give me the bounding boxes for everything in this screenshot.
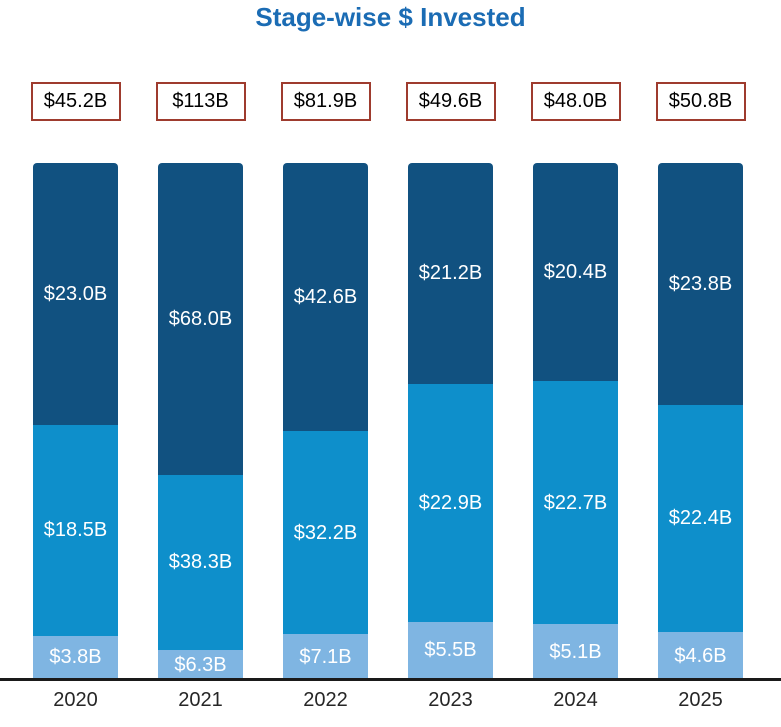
bottom-segment-value-label: $4.6B [674,644,727,667]
bottom-segment-2022: $7.1B [283,634,368,679]
total-value-box-2024: $48.0B [530,82,621,121]
total-value-box-2023: $49.6B [405,82,496,121]
total-box-column: $45.2B [13,82,138,121]
stacked-bar-2021: $68.0B $38.3B $6.3B [158,163,243,679]
bottom-segment-2021: $6.3B [158,650,243,679]
bottom-segment-value-label: $6.3B [174,653,227,676]
middle-segment-value-label: $22.7B [543,491,608,514]
stacked-bar-2023: $21.2B $22.9B $5.5B [408,163,493,679]
top-segment-2024: $20.4B [533,163,618,382]
total-box-column: $81.9B [263,82,388,121]
year-column: 2024 [513,687,638,713]
bar-column: $21.2B $22.9B $5.5B [388,163,513,679]
top-segment-value-label: $42.6B [293,286,358,309]
x-tick-label-2023: 2023 [428,689,473,711]
middle-segment-2022: $32.2B [283,431,368,635]
middle-segment-value-label: $32.2B [293,521,358,544]
bottom-segment-2025: $4.6B [658,632,743,679]
top-segment-2025: $23.8B [658,163,743,405]
top-segment-2023: $21.2B [408,163,493,384]
middle-segment-2024: $22.7B [533,381,618,625]
top-segment-2022: $42.6B [283,163,368,432]
top-segment-value-label: $68.0B [168,307,233,330]
top-segment-value-label: $23.8B [668,272,733,295]
bars-row: $23.0B $18.5B $3.8B $68.0B $38.3B $6.3B $42.6B… [13,163,763,679]
bottom-segment-value-label: $5.5B [424,639,477,662]
stacked-bar-2022: $42.6B $32.2B $7.1B [283,163,368,679]
year-column: 2020 [13,687,138,713]
total-box-column: $50.8B [638,82,763,121]
x-tick-label-2022: 2022 [303,689,348,711]
bottom-segment-value-label: $5.1B [549,640,602,663]
bar-column: $68.0B $38.3B $6.3B [138,163,263,679]
middle-segment-2023: $22.9B [408,383,493,622]
total-value-box-2025: $50.8B [655,82,746,121]
total-box-column: $48.0B [513,82,638,121]
middle-segment-value-label: $22.9B [418,491,483,514]
top-segment-value-label: $21.2B [418,262,483,285]
bottom-segment-2024: $5.1B [533,624,618,679]
chart-title: Stage-wise $ Invested [255,2,526,32]
x-tick-label-2020: 2020 [53,689,98,711]
middle-segment-2020: $18.5B [33,424,118,636]
x-axis-line [0,678,781,681]
x-tick-label-2021: 2021 [178,689,223,711]
middle-segment-value-label: $22.4B [668,507,733,530]
middle-segment-value-label: $38.3B [168,551,233,574]
top-segment-2020: $23.0B [33,163,118,425]
year-column: 2021 [138,687,263,713]
top-segment-value-label: $20.4B [543,261,608,284]
middle-segment-2021: $38.3B [158,474,243,651]
top-segment-value-label: $23.0B [43,282,108,305]
year-column: 2022 [263,687,388,713]
middle-segment-value-label: $18.5B [43,519,108,542]
middle-segment-2025: $22.4B [658,404,743,633]
total-value-box-2022: $81.9B [280,82,371,121]
bottom-segment-value-label: $7.1B [299,645,352,668]
total-box-column: $113B [138,82,263,121]
bar-column: $23.0B $18.5B $3.8B [13,163,138,679]
bottom-segment-value-label: $3.8B [49,646,102,669]
stacked-bar-2025: $23.8B $22.4B $4.6B [658,163,743,679]
bar-column: $42.6B $32.2B $7.1B [263,163,388,679]
totals-row: $45.2B $113B $81.9B $49.6B $48.0B $50.8B [13,82,763,121]
stacked-bar-2020: $23.0B $18.5B $3.8B [33,163,118,679]
x-tick-label-2025: 2025 [678,689,723,711]
bottom-segment-2020: $3.8B [33,635,118,679]
total-value-box-2021: $113B [155,82,246,121]
bar-column: $20.4B $22.7B $5.1B [513,163,638,679]
total-value-box-2020: $45.2B [30,82,121,121]
x-axis-labels: 2020 2021 2022 2023 2024 2025 [13,687,763,713]
stacked-bar-2024: $20.4B $22.7B $5.1B [533,163,618,679]
top-segment-2021: $68.0B [158,163,243,475]
bar-column: $23.8B $22.4B $4.6B [638,163,763,679]
year-column: 2023 [388,687,513,713]
year-column: 2025 [638,687,763,713]
total-box-column: $49.6B [388,82,513,121]
x-tick-label-2024: 2024 [553,689,598,711]
bottom-segment-2023: $5.5B [408,621,493,679]
